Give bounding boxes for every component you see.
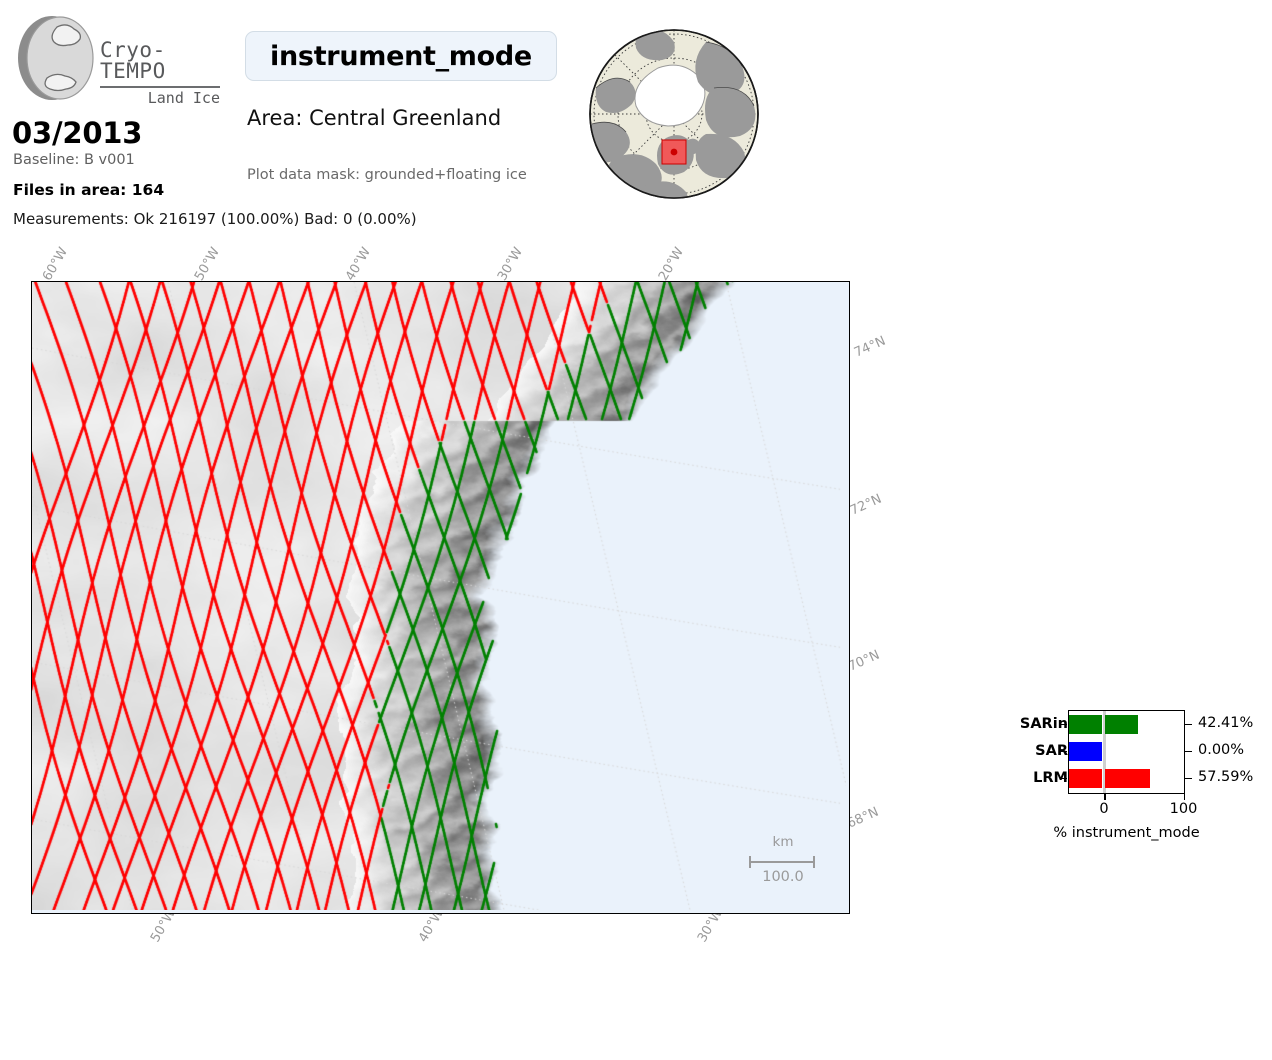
map-panel[interactable] <box>31 281 850 914</box>
map-lon-label: 60°W <box>40 244 71 284</box>
legend-x-tick-label: 100 <box>1169 801 1198 817</box>
map-lon-label: 40°W <box>343 244 374 284</box>
map-lon-label: 20°W <box>656 244 687 284</box>
scalebar-graphic <box>748 855 818 868</box>
map-canvas[interactable] <box>32 282 846 910</box>
map-lat-label: 74°N <box>852 333 889 361</box>
legend-category-tick <box>1060 750 1067 753</box>
legend-x-tick <box>1104 794 1106 800</box>
legend-swatch-sar <box>1069 741 1102 762</box>
plot-data-mask-label: Plot data mask: grounded+floating ice <box>247 167 527 183</box>
legend-value-label: 42.41% <box>1198 714 1254 731</box>
files-in-area-label: Files in area: 164 <box>13 181 165 199</box>
zero-reference-line <box>1103 711 1106 793</box>
legend-bar-sarin <box>1105 714 1139 735</box>
date-label: 03/2013 <box>12 116 143 150</box>
legend-swatch-lrm <box>1069 768 1102 789</box>
map-lon-label: 50°W <box>192 244 223 284</box>
area-label: Area: Central Greenland <box>247 106 502 130</box>
legend-x-axis-label: % instrument_mode <box>1053 825 1200 841</box>
map-lon-label: 30°W <box>495 244 526 284</box>
logo-name: Cryo-TEMPO <box>100 38 166 83</box>
map-lat-label: 70°N <box>846 647 883 675</box>
legend-category-label: SAR <box>1035 742 1068 759</box>
map-lat-label: 68°N <box>845 804 882 832</box>
logo-divider <box>100 86 220 88</box>
legend-plot-area <box>1068 710 1185 794</box>
legend-value-label: 57.59% <box>1198 768 1254 785</box>
logo-subtitle: Land Ice <box>147 88 220 107</box>
legend-value-label: 0.00% <box>1198 741 1245 758</box>
legend-bar-lrm <box>1105 768 1150 789</box>
globe-logo-icon <box>12 12 98 108</box>
scalebar-units: km <box>772 834 794 850</box>
legend-category-tick <box>1060 777 1067 780</box>
legend-swatch-sarin <box>1069 714 1102 735</box>
legend-x-tick-label: 0 <box>1099 801 1109 817</box>
legend-category-label: SARin <box>1019 715 1068 732</box>
legend-value-tick <box>1185 723 1192 726</box>
baseline-label: Baseline: B v001 <box>13 152 135 168</box>
scalebar-value: 100.0 <box>762 868 804 885</box>
legend-x-tick <box>1183 794 1186 800</box>
logo-wordmark: Cryo-TEMPO Land Ice <box>100 40 222 106</box>
instrument-mode-legend-chart[interactable]: % instrument_mode SARin 42.41% SAR 0.00% LRM… <box>1000 705 1260 845</box>
map-scalebar: km 100.0 <box>748 834 818 885</box>
legend-category-tick <box>1060 723 1067 726</box>
map-lat-label: 72°N <box>848 491 885 519</box>
legend-category-label: LRM <box>1033 769 1068 786</box>
measurements-label: Measurements: Ok 216197 (100.00%) Bad: 0… <box>13 210 417 228</box>
legend-value-tick <box>1185 777 1192 780</box>
north-polar-globe-inset <box>588 28 760 200</box>
page-title: instrument_mode <box>270 40 532 72</box>
cryo-tempo-logo: Cryo-TEMPO Land Ice <box>12 12 222 108</box>
legend-value-tick <box>1185 750 1192 753</box>
page-title-badge: instrument_mode <box>245 31 557 81</box>
